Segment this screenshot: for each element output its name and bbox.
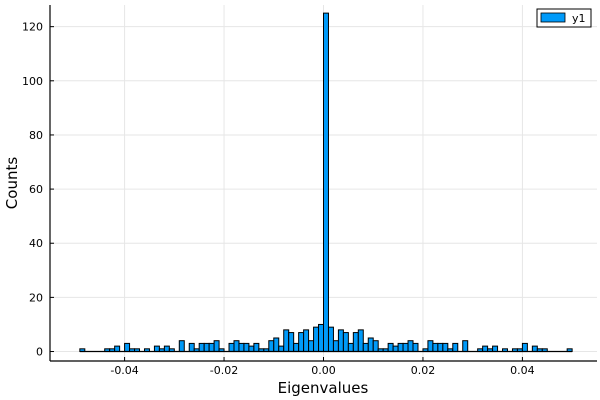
histogram-bar (392, 345, 399, 353)
histogram-bar (273, 337, 280, 353)
histogram-bar (352, 332, 359, 353)
x-axis-ticks: -0.04 -0.02 0.00 0.02 0.04 (110, 357, 535, 377)
histogram-bar (114, 345, 121, 353)
legend-label: y1 (572, 12, 586, 25)
legend-swatch (540, 12, 566, 23)
x-tick-label: 0.02 (411, 364, 436, 377)
histogram-bar (318, 323, 325, 353)
histogram-bar (293, 342, 300, 353)
histogram-bar (357, 329, 364, 353)
x-tick-label: -0.04 (110, 364, 138, 377)
histogram-bar (521, 342, 528, 353)
histogram-bar (427, 340, 434, 353)
y-tick-label: 0 (36, 346, 43, 359)
histogram-bar (327, 326, 334, 353)
histogram-bar (253, 342, 260, 353)
histogram-bar (188, 342, 195, 353)
histogram-bar (367, 337, 374, 353)
histogram-bar (387, 342, 394, 353)
histogram-bar (442, 342, 449, 353)
histogram-bar (283, 329, 290, 353)
histogram-bar (347, 342, 354, 353)
histogram-bar (198, 342, 205, 353)
histogram-bar (153, 345, 160, 353)
legend: y1 (536, 8, 592, 28)
histogram-bar (313, 326, 320, 353)
y-axis-ticks: 0 20 40 60 80 100 120 (22, 21, 54, 359)
histogram-bar (288, 332, 295, 353)
histogram-bar (213, 340, 220, 353)
histogram-bar (342, 332, 349, 353)
histogram-bar (531, 345, 538, 353)
histogram-bar (402, 342, 409, 353)
histogram-bar (397, 342, 404, 353)
y-tick-label: 40 (29, 237, 43, 250)
histogram-bar (332, 340, 339, 353)
x-tick-label: 0.00 (311, 364, 336, 377)
histogram-bar (278, 345, 285, 353)
histogram-bar (482, 345, 489, 353)
histogram-bar (228, 342, 235, 353)
histogram-bar (124, 342, 131, 353)
x-tick-label: -0.02 (210, 364, 238, 377)
histogram-bar (243, 342, 250, 353)
histogram-bar (432, 342, 439, 353)
histogram-bar (323, 12, 329, 353)
x-tick-label: 0.04 (510, 364, 535, 377)
histogram-bar (248, 345, 255, 353)
histogram-bar (203, 342, 210, 353)
histogram-bar (412, 342, 419, 353)
histogram-bar (337, 329, 344, 353)
histogram-bar (407, 340, 414, 353)
y-tick-label: 60 (29, 183, 43, 196)
y-axis-title: Counts (3, 157, 21, 210)
y-tick-label: 80 (29, 129, 43, 142)
histogram-bars (79, 12, 573, 353)
histogram-bar (303, 329, 310, 353)
y-tick-label: 100 (22, 75, 43, 88)
histogram-bar (268, 340, 275, 353)
histogram-bar (492, 345, 499, 353)
y-tick-label: 20 (29, 291, 43, 304)
histogram-bar (238, 342, 245, 353)
histogram-bar (208, 342, 215, 353)
histogram-bar (233, 340, 240, 353)
histogram-bar (308, 340, 315, 353)
histogram-bar (437, 342, 444, 353)
histogram-bar (452, 342, 459, 353)
x-axis-title: Eigenvalues (278, 379, 369, 397)
histogram-bar (298, 332, 305, 353)
histogram-bar (372, 340, 379, 353)
histogram-bar (163, 345, 170, 353)
histogram-bar (362, 342, 369, 353)
histogram-bar (462, 340, 469, 353)
y-tick-label: 120 (22, 21, 43, 34)
histogram-bar (178, 340, 185, 353)
